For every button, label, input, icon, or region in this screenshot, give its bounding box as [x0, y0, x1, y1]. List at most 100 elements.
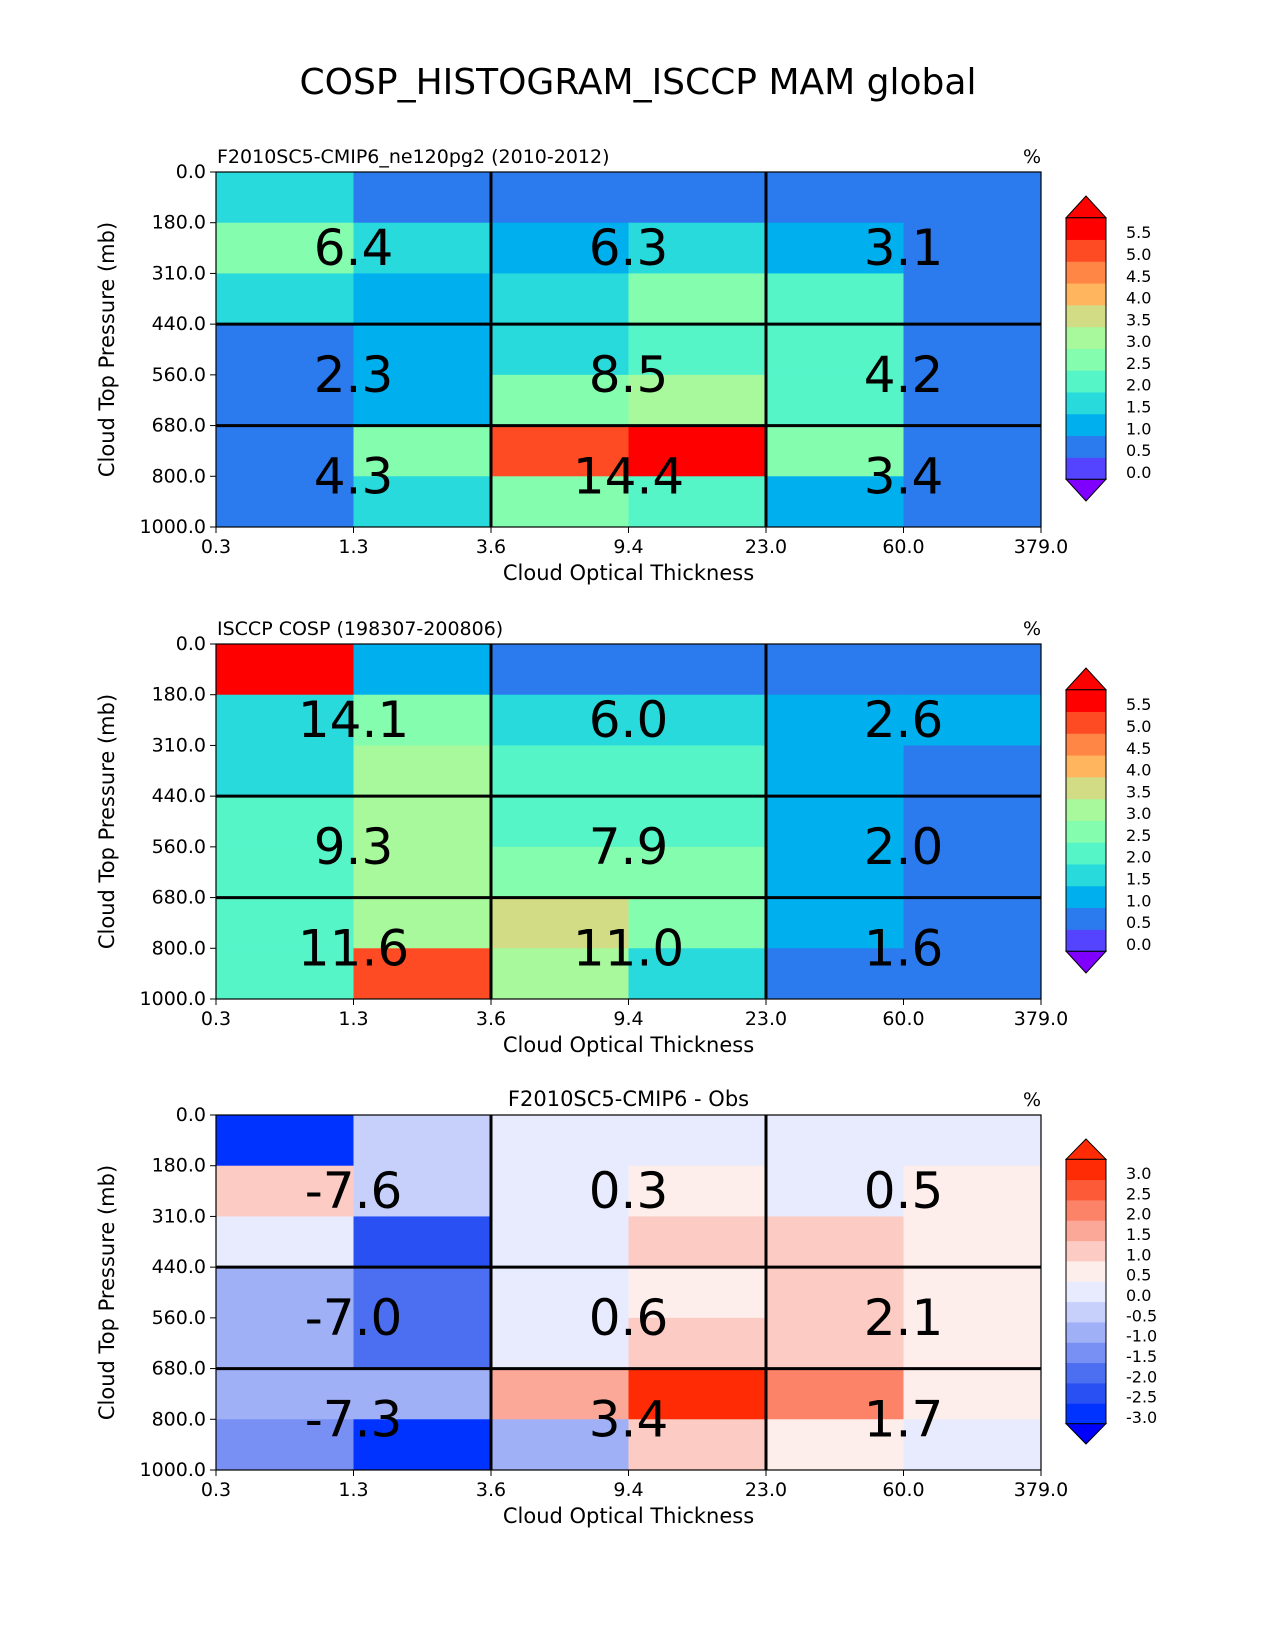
heatmap-cell	[353, 273, 492, 325]
heatmap-cell	[491, 897, 629, 949]
heatmap-cell	[766, 172, 904, 224]
x-tick-label: 23.0	[745, 1479, 787, 1501]
heatmap-cell	[491, 1165, 629, 1217]
y-tick-label: 440.0	[152, 1256, 206, 1278]
heatmap-cell	[766, 374, 904, 427]
y-tick-label: 440.0	[152, 785, 206, 807]
heatmap-cell	[216, 644, 354, 696]
heatmap-cell	[216, 1368, 354, 1420]
y-tick-label: 560.0	[152, 364, 206, 386]
colorbar-swatch	[1066, 907, 1106, 930]
colorbar-swatch	[1066, 1403, 1106, 1425]
heatmap-cell	[216, 1216, 354, 1268]
heatmap-cell	[491, 1115, 629, 1167]
colorbar-swatch	[1066, 885, 1106, 909]
x-tick-label: 1.3	[338, 1479, 368, 1501]
panel-2: 14.1 6.0 2.6 9.3 7.9 2.0 11.6 11.0 1.6 0.3 1.3 3.6 9…	[95, 618, 1151, 1057]
heatmap-cell	[766, 222, 904, 274]
heatmap-cell	[353, 1115, 492, 1167]
colorbar-tick-label: 3.0	[1126, 1164, 1151, 1183]
colorbar-tick-label: 4.0	[1126, 761, 1151, 780]
heatmap-cell	[216, 374, 354, 427]
colorbar-swatch	[1066, 457, 1106, 480]
heatmap-cell	[766, 897, 904, 949]
heatmap-cell	[766, 1368, 904, 1420]
x-tick-label: 9.4	[613, 1479, 643, 1501]
y-tick-label: 1000.0	[140, 516, 206, 538]
group-total-label: 4.2	[864, 346, 944, 404]
colorbar-swatch	[1066, 798, 1106, 821]
colorbar-extend-bottom	[1064, 950, 1108, 974]
heatmap-cell	[491, 694, 629, 746]
colorbar-tick-label: 2.5	[1126, 1184, 1151, 1203]
x-axis-label: Cloud Optical Thickness	[503, 1504, 754, 1528]
heatmap-cell	[628, 476, 767, 528]
x-tick-label: 3.6	[476, 1479, 506, 1501]
x-tick-label: 3.6	[476, 536, 506, 558]
heatmap-cell	[353, 948, 492, 1000]
y-tick-label: 560.0	[152, 1307, 206, 1329]
heatmap-cell	[353, 694, 492, 746]
group-total-label: 2.3	[314, 346, 394, 404]
colorbar-swatch	[1066, 1342, 1106, 1364]
heatmap-cell	[766, 1267, 904, 1319]
heatmap-cell	[353, 374, 492, 427]
x-tick-label: 60.0	[882, 536, 924, 558]
heatmap-cell	[491, 1216, 629, 1268]
colorbar-tick-label: 1.5	[1126, 1225, 1151, 1244]
heatmap-cell	[353, 1267, 492, 1319]
heatmap-cell	[216, 273, 354, 325]
group-total-label: 0.5	[864, 1162, 944, 1220]
y-tick-label: 800.0	[152, 937, 206, 959]
heatmap-cell	[216, 1165, 354, 1217]
heatmap-cell	[628, 1317, 767, 1370]
heatmap-cell	[628, 796, 767, 848]
heatmap-cell	[353, 897, 492, 949]
colorbar-swatch	[1066, 1383, 1106, 1404]
colorbar-tick-label: -0.5	[1126, 1306, 1157, 1325]
x-axis-label: Cloud Optical Thickness	[503, 1033, 754, 1057]
group-total-label: 6.0	[589, 691, 669, 749]
x-tick-label: 23.0	[745, 536, 787, 558]
heatmap-cell	[628, 1267, 767, 1319]
y-tick-label: 310.0	[152, 262, 206, 284]
x-tick-label: 379.0	[1014, 1008, 1068, 1030]
group-total-label: 7.9	[589, 818, 669, 876]
colorbar: 3.02.5 2.01.51.0 0.50.0-0.5 -1.0-1.5-2.0 -2.…	[1064, 1138, 1157, 1445]
heatmap-cell	[766, 273, 904, 325]
heatmap-cell	[491, 745, 629, 797]
colorbar-swatch	[1066, 1220, 1106, 1242]
colorbar-frame	[1065, 217, 1107, 480]
group-total-label: 11.0	[573, 919, 684, 977]
colorbar-swatch	[1066, 370, 1106, 393]
group-total-label: 8.5	[589, 346, 669, 404]
y-tick-label: 680.0	[152, 1358, 206, 1380]
colorbar-tick-label: 2.5	[1126, 826, 1151, 845]
heatmap-cell	[491, 374, 629, 427]
heatmap-cell	[628, 222, 767, 274]
y-tick-label: 0.0	[176, 161, 206, 183]
colorbar-tick-label: -2.5	[1126, 1388, 1157, 1407]
heatmap-cell	[353, 1368, 492, 1420]
group-total-label: 14.1	[298, 691, 409, 749]
heatmap-cell	[903, 694, 1042, 746]
colorbar-tick-label: 1.0	[1126, 1245, 1151, 1264]
colorbar-tick-label: 1.5	[1126, 397, 1151, 416]
x-tick-label: 0.3	[201, 1479, 231, 1501]
y-tick-label: 800.0	[152, 465, 206, 487]
heatmap-cell	[353, 222, 492, 274]
colorbar-tick-label: 2.5	[1126, 354, 1151, 373]
heatmap-cell	[353, 1165, 492, 1217]
x-tick-label: 60.0	[882, 1479, 924, 1501]
heatmap-cell	[353, 324, 492, 376]
heatmap-cell	[903, 172, 1042, 224]
heatmap-cell	[766, 694, 904, 746]
heatmap-cell	[628, 1419, 767, 1471]
colorbar-swatch	[1066, 261, 1106, 284]
colorbar-swatch	[1066, 1240, 1106, 1262]
heatmap-cell	[353, 1419, 492, 1471]
heatmap-cell	[628, 1216, 767, 1268]
heatmap-cell	[903, 425, 1042, 477]
heatmap-cell	[903, 222, 1042, 274]
